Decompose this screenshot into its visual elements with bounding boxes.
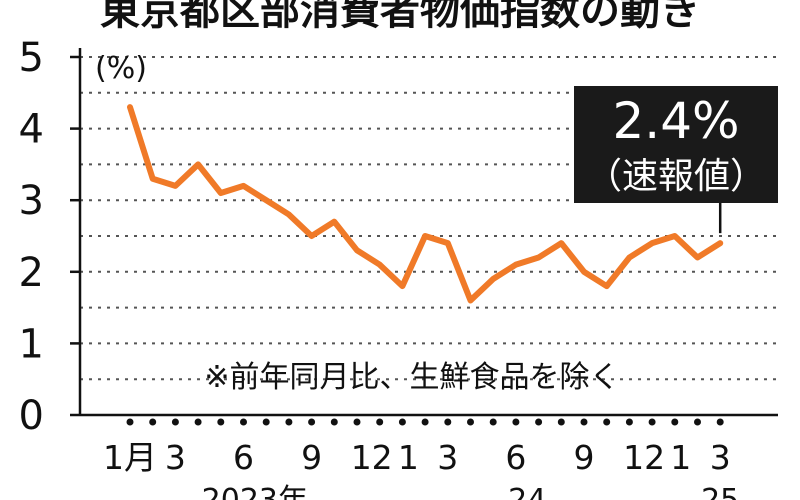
callout-box xyxy=(574,86,778,203)
year-label: 2023年 xyxy=(202,483,308,500)
y-tick-labels: 0 1 2 3 4 5 xyxy=(19,35,44,439)
x-tick-dot xyxy=(330,418,338,426)
x-tick-dot xyxy=(421,418,429,426)
x-tick-label: 3 xyxy=(437,438,458,477)
y-tick-label: 0 xyxy=(19,393,44,439)
series-line xyxy=(127,104,724,304)
x-tick-label: 1 xyxy=(398,438,419,477)
x-tick-label: 3 xyxy=(710,438,731,477)
x-tick-dot xyxy=(467,418,474,426)
x-tick-dot xyxy=(171,418,179,426)
x-tick-label: 12 xyxy=(623,438,665,477)
x-tick-dot xyxy=(217,418,225,426)
unit-label: (%) xyxy=(95,51,147,86)
x-tick-dot xyxy=(603,418,611,426)
x-tick-dot xyxy=(444,418,452,426)
y-tick-label: 1 xyxy=(19,321,44,367)
footnote: ※前年同月比、生鮮食品を除く xyxy=(204,360,619,395)
x-tick-dot xyxy=(557,418,565,426)
x-tick-dot xyxy=(149,418,157,426)
callout-label: （速報値） xyxy=(586,156,766,197)
y-tick-label: 4 xyxy=(19,107,44,153)
latest-value-callout: 2.4% （速報値） xyxy=(574,86,778,234)
x-tick-dot xyxy=(512,418,520,426)
x-tick-label: 9 xyxy=(574,438,595,477)
x-tick-dot xyxy=(671,418,679,426)
x-tick-dot xyxy=(625,418,633,426)
y-tick-label: 2 xyxy=(19,250,44,296)
x-tick-dot xyxy=(489,418,497,426)
x-tick-dot xyxy=(126,418,134,426)
x-tick-label: 1 xyxy=(670,438,691,477)
x-tick-dot xyxy=(353,418,361,426)
x-tick-label: 3 xyxy=(165,438,186,477)
x-tick-label: 6 xyxy=(505,438,526,477)
x-tick-dot xyxy=(398,418,406,426)
y-tick-label: 5 xyxy=(19,35,44,81)
x-tick-label: 1月 xyxy=(103,438,157,477)
year-label: 25 xyxy=(701,483,739,500)
x-tick-dot xyxy=(285,418,293,426)
x-tick-labels: 1月 3 6 9 12 1 3 6 9 12 1 3 xyxy=(103,438,731,477)
axes xyxy=(70,48,778,417)
x-tick-dot xyxy=(535,418,543,426)
year-labels: 2023年 24 25 xyxy=(202,483,740,500)
x-tick-dot xyxy=(376,418,384,426)
x-tick-label: 12 xyxy=(351,438,393,477)
x-tick-dot xyxy=(580,418,588,426)
x-tick-dot xyxy=(694,418,701,426)
x-tick-dot xyxy=(648,418,656,426)
x-tick-label: 6 xyxy=(233,438,254,477)
series-layer xyxy=(127,104,724,304)
x-tick-dot xyxy=(194,418,202,426)
year-label: 24 xyxy=(508,483,546,500)
x-tick-dots xyxy=(126,418,724,426)
x-tick-dot xyxy=(716,418,724,426)
x-tick-label: 9 xyxy=(301,438,322,477)
x-tick-dot xyxy=(308,418,316,426)
x-tick-dot xyxy=(262,418,270,426)
chart-title: 東京都区部消費者物価指数の動き xyxy=(100,0,700,34)
callout-value: 2.4% xyxy=(612,92,739,150)
x-tick-dot xyxy=(240,418,247,426)
y-tick-label: 3 xyxy=(19,178,44,224)
